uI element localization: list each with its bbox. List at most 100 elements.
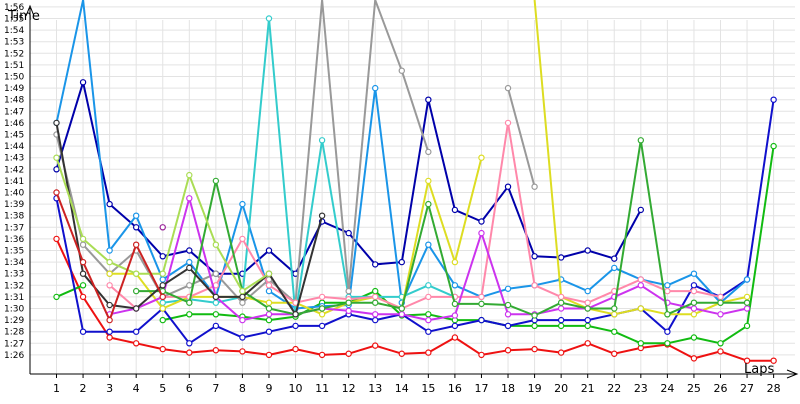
x-tick-label: 17: [474, 382, 488, 395]
series-line: [55, 238, 774, 362]
data-point: [239, 348, 246, 355]
data-point: [265, 311, 273, 318]
data-point: [398, 67, 405, 74]
y-tick-label: 1:53: [4, 38, 24, 48]
data-point: [265, 287, 273, 295]
x-tick-label: 4: [133, 382, 140, 395]
data-point: [159, 276, 166, 283]
data-point: [372, 316, 379, 324]
x-tick-label: 15: [421, 382, 435, 395]
tick-labels: 1:26 1:271:28 1:291:30 1:31 1:321:33 1:341:35…: [4, 3, 781, 395]
series-13: [53, 154, 273, 295]
data-point: [265, 270, 273, 277]
data-point: [611, 305, 618, 312]
data-point: [186, 299, 193, 306]
data-point: [79, 282, 87, 289]
data-point: [425, 200, 432, 208]
data-point: [318, 137, 326, 144]
data-point: [584, 247, 591, 254]
data-point: [239, 299, 246, 306]
data-point: [186, 264, 193, 272]
data-point: [770, 357, 777, 364]
data-point: [132, 287, 140, 295]
data-point: [478, 293, 485, 301]
data-point: [557, 254, 565, 261]
data-point: [531, 345, 538, 353]
data-point: [79, 241, 87, 248]
series-14: [159, 224, 166, 231]
data-point: [637, 305, 645, 312]
y-tick-label: 1:31: [4, 293, 24, 303]
series-12: [53, 119, 326, 318]
y-tick-label: 1:28: [4, 328, 24, 338]
data-point: [504, 285, 512, 292]
data-point: [53, 235, 60, 243]
data-point: [637, 340, 645, 347]
series-line: [507, 87, 536, 187]
data-point: [557, 316, 565, 324]
data-point: [743, 357, 751, 364]
data-point: [292, 311, 299, 318]
data-point: [53, 189, 60, 196]
data-point: [425, 96, 432, 103]
x-tick-label: 20: [554, 382, 568, 395]
data-point: [478, 300, 485, 308]
data-point: [637, 137, 645, 144]
x-tick-label: 22: [607, 382, 621, 395]
data-point: [690, 311, 698, 318]
data-point: [398, 350, 405, 357]
data-point: [212, 270, 220, 277]
data-point: [717, 299, 724, 306]
data-point: [106, 247, 113, 254]
data-point: [664, 340, 671, 347]
data-point: [425, 282, 432, 289]
data-point: [186, 349, 193, 356]
data-point: [504, 322, 512, 330]
data-point: [478, 229, 485, 237]
x-tick-label: 14: [395, 382, 409, 395]
data-point: [504, 347, 512, 354]
data-point: [132, 224, 140, 231]
data-point: [451, 282, 459, 289]
data-point: [132, 340, 140, 347]
data-point: [159, 316, 166, 324]
data-point: [265, 351, 273, 359]
x-tick-label: 16: [448, 382, 462, 395]
data-point: [637, 282, 645, 289]
data-point: [106, 270, 113, 277]
data-point: [425, 293, 432, 301]
data-point: [557, 349, 565, 356]
x-tick-label: 9: [265, 382, 272, 395]
data-point: [53, 154, 60, 161]
y-tick-label: 1:27: [4, 339, 24, 349]
data-point: [186, 247, 193, 254]
y-tick-label: 1:29: [4, 316, 24, 326]
data-point: [159, 293, 166, 301]
data-point: [159, 270, 166, 277]
y-tick-label: 1:42: [4, 165, 24, 175]
data-point: [265, 282, 273, 289]
data-point: [106, 328, 113, 335]
data-point: [664, 328, 671, 335]
data-point: [372, 84, 379, 92]
y-tick-label: 1:38: [4, 212, 24, 222]
data-point: [690, 282, 698, 289]
data-point: [345, 287, 352, 295]
data-point: [79, 270, 87, 277]
x-tick-label: 28: [767, 382, 781, 395]
data-point: [372, 293, 379, 301]
data-point: [265, 247, 273, 254]
data-point: [451, 300, 459, 308]
data-point: [504, 301, 512, 309]
data-point: [664, 311, 671, 318]
data-point: [451, 258, 459, 266]
data-point: [53, 293, 60, 301]
data-point: [186, 258, 193, 266]
data-point: [611, 350, 618, 357]
data-point: [79, 235, 87, 243]
data-point: [717, 348, 724, 355]
data-point: [292, 322, 299, 330]
y-tick-label: 1:32: [4, 281, 24, 291]
data-point: [372, 311, 379, 318]
